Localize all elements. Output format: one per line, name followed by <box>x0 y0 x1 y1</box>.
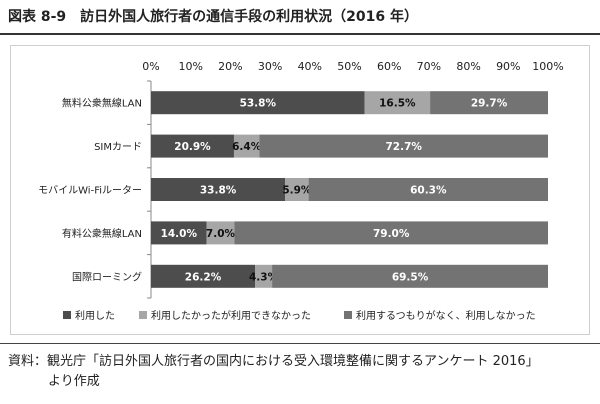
bar-segment <box>285 178 309 201</box>
bottom-rule <box>0 343 600 344</box>
data-label: 53.8% <box>240 98 277 110</box>
data-label: 14.0% <box>161 228 198 240</box>
data-label: 26.2% <box>185 271 222 283</box>
data-label: 29.7% <box>471 98 508 110</box>
x-tick-label: 50% <box>337 60 361 73</box>
figure-title: 図表 8-9 訪日外国人旅行者の通信手段の利用状況（2016 年） <box>8 9 419 25</box>
bar-segment <box>308 178 548 201</box>
data-label: 5.9% <box>282 185 312 197</box>
x-tick-label: 0% <box>142 60 159 73</box>
bar-segment <box>151 91 365 115</box>
bar-segment <box>151 264 256 288</box>
bar-segment <box>206 221 235 245</box>
x-tick-label: 100% <box>532 60 563 73</box>
bar-segment <box>151 178 286 201</box>
x-tick-label: 80% <box>456 60 480 73</box>
source-note: 資料：観光庁「訪日外国人旅行者の国内における受入環境整備に関するアンケート 20… <box>8 352 598 392</box>
x-tick-label: 30% <box>258 60 282 73</box>
source-line-1: 資料：観光庁「訪日外国人旅行者の国内における受入環境整備に関するアンケート 20… <box>8 354 539 369</box>
data-label: 72.7% <box>385 141 422 153</box>
data-label: 4.3% <box>249 271 279 283</box>
legend-swatch <box>344 311 352 319</box>
data-label: 7.0% <box>206 228 236 240</box>
category-label: 無料公衆無線LAN <box>62 97 142 110</box>
chart-area: 0% 10% 20% 30% 40% 50% 60% 70% 80% 90% 100% 無料公衆無線L… <box>10 45 590 335</box>
category-label: 有料公衆無線LAN <box>62 227 142 240</box>
data-label: 79.0% <box>373 228 410 240</box>
x-tick-label: 20% <box>218 60 242 73</box>
data-label: 6.4% <box>232 141 262 153</box>
category-label: 国際ローミング <box>72 270 142 283</box>
category-label: モバイルWi-Fiルーター <box>38 185 142 197</box>
bar-segment <box>364 91 431 115</box>
legend-label: 利用するつもりがなく、利用しなかった <box>356 309 536 322</box>
legend-label: 利用したかったが利用できなかった <box>151 309 311 322</box>
source-line-2: より作成 <box>48 374 100 389</box>
legend-swatch <box>139 311 147 319</box>
legend-label: 利用した <box>75 310 115 322</box>
bar-segment <box>234 221 548 245</box>
bar-segment <box>430 91 548 115</box>
bar-segment <box>233 134 260 158</box>
bar-segment <box>272 264 548 288</box>
bar-segment <box>151 134 234 158</box>
legend-swatch <box>63 311 71 319</box>
bar-segment <box>255 264 273 288</box>
top-rule <box>0 33 600 35</box>
x-tick-label: 90% <box>496 60 520 73</box>
x-tick-label: 60% <box>377 60 401 73</box>
data-label: 16.5% <box>379 98 416 110</box>
bar-segment <box>259 134 548 158</box>
stacked-bar-chart: 0% 10% 20% 30% 40% 50% 60% 70% 80% 90% 100% 無料公衆無線L… <box>38 60 564 322</box>
category-label: SIMカード <box>94 141 142 153</box>
data-label: 60.3% <box>410 185 447 197</box>
x-tick-label: 70% <box>417 60 441 73</box>
bar-segment <box>151 221 207 245</box>
data-label: 20.9% <box>174 141 211 153</box>
x-tick-label: 10% <box>178 60 202 73</box>
data-label: 33.8% <box>200 185 237 197</box>
x-tick-label: 40% <box>298 60 322 73</box>
data-label: 69.5% <box>392 271 429 283</box>
